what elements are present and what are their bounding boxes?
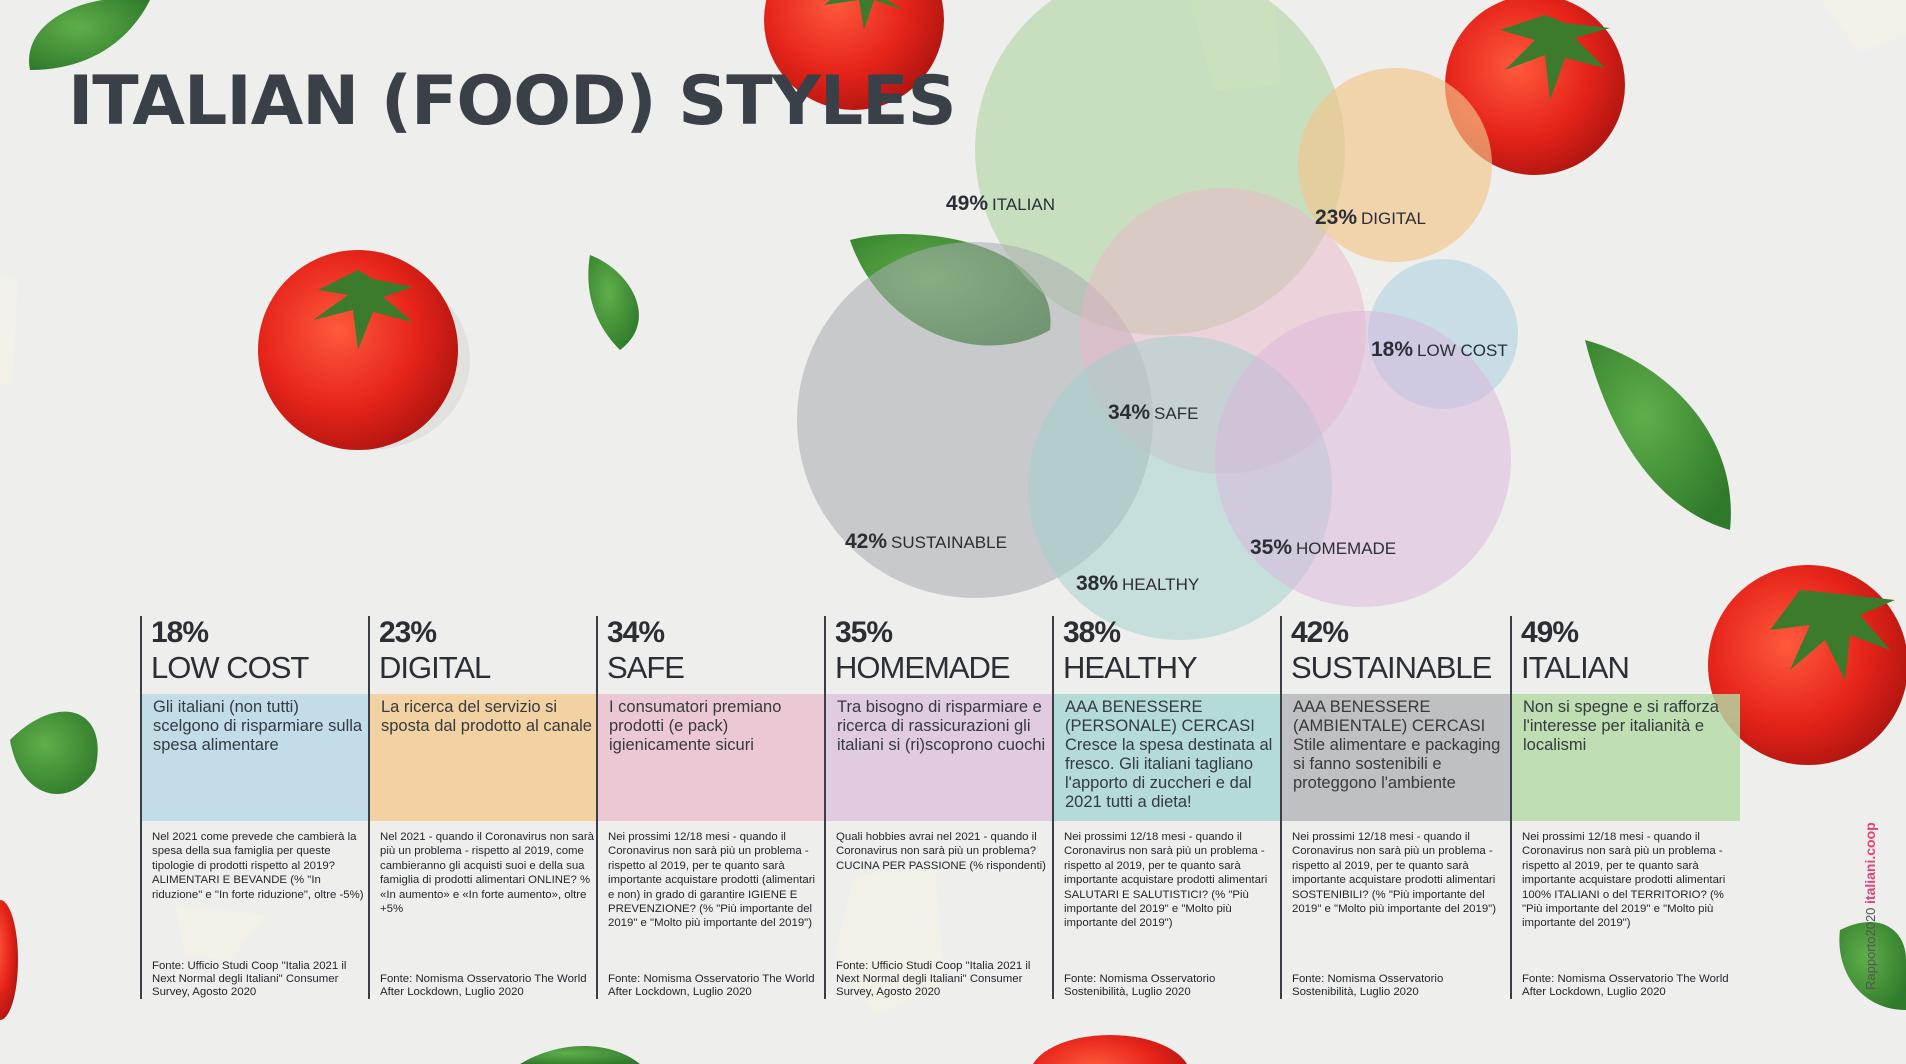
column-digital: 23% DIGITAL La ricerca del servizio si s…: [368, 616, 598, 999]
side-credit: Rapporto2020 italiani.coop: [1862, 822, 1878, 990]
column-body: Nel 2021 - quando il Coronavirus non sar…: [380, 831, 595, 916]
venn-label-homemade: 35% HOMEMADE: [1250, 536, 1397, 559]
column-band: [598, 694, 826, 821]
column-safe: 34% SAFE I consumatori premiano prodotti…: [596, 616, 826, 999]
column-band: [142, 694, 370, 821]
column-body: Nei prossimi 12/18 mesi - quando il Coro…: [1064, 831, 1268, 930]
venn-label-lowcost: 18% LOW COST: [1371, 338, 1508, 361]
venn-diagram: [797, 0, 1518, 640]
column-band: [1512, 694, 1740, 821]
column-body: Nei prossimi 12/18 mesi - quando il Coro…: [608, 831, 816, 930]
column-percent: 49%: [1521, 616, 1579, 649]
tomato-icon: [1708, 565, 1906, 765]
column-percent: 23%: [379, 616, 437, 649]
column-lowcost: 18% LOW COST Gli italiani (non tutti) sc…: [140, 616, 370, 999]
tomato-icon: [764, 0, 944, 110]
column-body: Nei prossimi 12/18 mesi - quando il Coro…: [1522, 831, 1726, 930]
column-body: Quali hobbies avrai nel 2021 - quando il…: [836, 831, 1046, 872]
column-body: Nel 2021 come prevede che cambierà la sp…: [152, 831, 364, 901]
credit-text: Rapporto2020: [1863, 907, 1878, 990]
column-lead: AAA BENESSERE (PERSONALE) CERCASI Cresce…: [1065, 698, 1273, 811]
tomato-icon: [258, 250, 470, 450]
mozzarella-icon: [0, 275, 18, 385]
column-percent: 38%: [1063, 616, 1121, 649]
mozzarella-icon: [835, 870, 945, 1015]
column-italian: 49% ITALIAN Non si spegne e si rafforza …: [1510, 616, 1740, 999]
column-source: Fonte: Ufficio Studi Coop "Italia 2021 i…: [152, 960, 347, 998]
column-percent: 35%: [835, 616, 893, 649]
tomato-icon: [0, 900, 18, 1020]
column-lead: AAA BENESSERE (AMBIENTALE) CERCASI Stile…: [1293, 698, 1501, 792]
column-percent: 42%: [1291, 616, 1349, 649]
column-source: Fonte: Nomisma Osservatorio The World Af…: [380, 973, 587, 998]
page-title: ITALIAN (FOOD) STYLES: [68, 62, 957, 141]
spinach-leaf-icon: [588, 255, 639, 350]
spinach-leaf-icon: [10, 711, 98, 794]
column-source: Fonte: Ufficio Studi Coop "Italia 2021 i…: [836, 960, 1031, 998]
column-band: [1282, 694, 1510, 821]
spinach-leaf-icon: [1585, 340, 1731, 530]
column-healthy: 38% HEALTHY AAA BENESSERE (PERSONALE) CE…: [1052, 616, 1282, 999]
column-title: SAFE: [607, 650, 685, 685]
mozzarella-icon: [1820, 0, 1906, 52]
column-band: [826, 694, 1054, 821]
column-title: LOW COST: [151, 650, 309, 685]
tomato-icon: [1445, 0, 1625, 175]
venn-label-sustainable: 42% SUSTAINABLE: [845, 530, 1007, 553]
bubble-digital: [1298, 68, 1492, 262]
column-band: [370, 694, 598, 821]
tomato-icon: [1033, 1035, 1187, 1064]
column-lead: Non si spegne e si rafforza l'interesse …: [1523, 698, 1719, 754]
spinach-leaf-icon: [29, 0, 150, 70]
column-source: Fonte: Nomisma Osservatorio Sostenibilit…: [1292, 973, 1444, 998]
column-title: DIGITAL: [379, 650, 491, 685]
column-sustainable: 42% SUSTAINABLE AAA BENESSERE (AMBIENTAL…: [1280, 616, 1510, 999]
spinach-leaf-icon: [1839, 921, 1906, 1010]
spinach-leaf-icon: [520, 1046, 640, 1064]
column-title: SUSTAINABLE: [1291, 650, 1492, 685]
column-homemade: 35% HOMEMADE Tra bisogno di risparmiare …: [824, 616, 1054, 999]
column-percent: 18%: [151, 616, 209, 649]
column-band: [1054, 694, 1282, 821]
column-title: HOMEMADE: [835, 650, 1011, 685]
column-source: Fonte: Nomisma Osservatorio Sostenibilit…: [1064, 973, 1216, 998]
column-percent: 34%: [607, 616, 665, 649]
column-body: Nei prossimi 12/18 mesi - quando il Coro…: [1292, 831, 1496, 916]
column-lead: Tra bisogno di risparmiare e ricerca di …: [837, 698, 1046, 754]
venn-label-healthy: 38% HEALTHY: [1076, 572, 1200, 595]
brand-logo: italiani.coop: [1862, 822, 1878, 904]
column-lead: Gli italiani (non tutti) scelgono di ris…: [153, 698, 363, 754]
venn-label-safe: 34% SAFE: [1108, 401, 1199, 424]
column-title: HEALTHY: [1063, 650, 1198, 685]
column-title: ITALIAN: [1521, 650, 1630, 685]
column-source: Fonte: Nomisma Osservatorio The World Af…: [608, 973, 815, 998]
venn-label-digital: 23% DIGITAL: [1315, 206, 1426, 229]
column-lead: I consumatori premiano prodotti (e pack)…: [609, 698, 782, 754]
column-lead: La ricerca del servizio si sposta dal pr…: [381, 698, 592, 735]
venn-label-italian: 49% ITALIAN: [946, 192, 1056, 215]
bubble-homemade: [1215, 311, 1511, 607]
column-source: Fonte: Nomisma Osservatorio The World Af…: [1522, 973, 1729, 998]
mozzarella-icon: [175, 905, 265, 960]
